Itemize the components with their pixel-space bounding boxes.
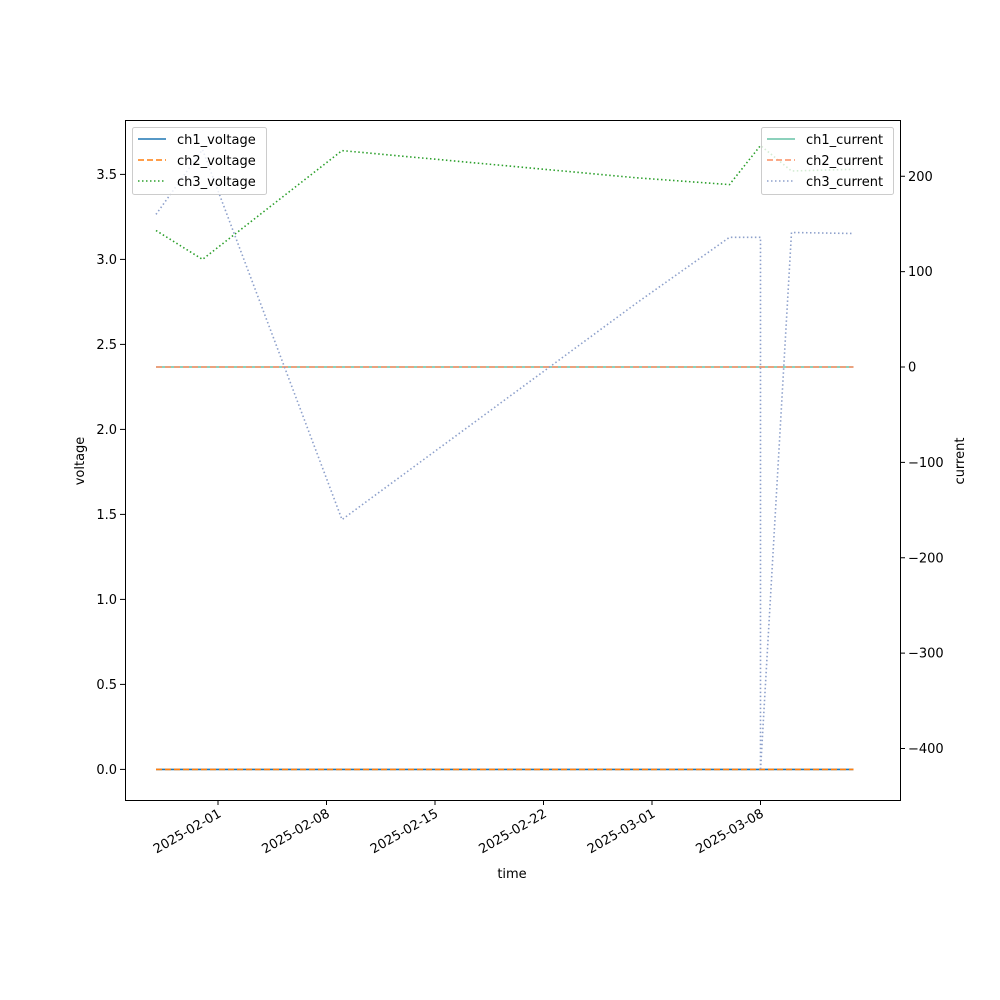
right-y-tick-label: −100 [908, 456, 944, 471]
right-y-axis: −400 −300 −200 −100 0 100 200 [900, 170, 944, 757]
left-y-tick-label: 0.5 [96, 678, 117, 693]
left-y-tick-label: 2.0 [96, 423, 117, 438]
x-tick-label: 2025-02-15 [368, 806, 441, 857]
left-y-tick-label: 1.0 [96, 593, 117, 608]
legend-label-ch2-voltage: ch2_voltage [177, 154, 256, 169]
x-axis-label: time [497, 867, 526, 882]
legend-voltage: ch1_voltage ch2_voltage ch3_voltage [132, 127, 267, 195]
right-y-tick-label: 200 [908, 170, 933, 185]
left-y-tick-label: 1.5 [96, 508, 117, 523]
right-y-tick-label: −300 [908, 647, 944, 662]
legend-label-ch3-current: ch3_current [806, 175, 883, 190]
plot-frame [125, 120, 901, 801]
x-tick-label: 2025-02-22 [477, 806, 550, 857]
left-y-axis-label: voltage [73, 437, 88, 486]
right-y-tick-label: 100 [908, 265, 933, 280]
series-line-ch3-current [155, 148, 854, 772]
x-axis: 2025-02-01 2025-02-08 2025-02-15 2025-02-22… [151, 800, 767, 857]
legend-current: ch1_current ch2_current ch3_current [761, 127, 894, 195]
legend-label-ch3-voltage: ch3_voltage [177, 175, 256, 190]
left-y-axis: 0.0 0.5 1.0 1.5 2.0 2.5 3.0 3.5 [96, 168, 125, 778]
x-tick-label: 2025-03-08 [694, 806, 767, 857]
left-y-tick-label: 3.5 [96, 168, 117, 183]
series-layer [155, 144, 854, 772]
right-y-tick-label: −200 [908, 551, 944, 566]
left-y-tick-label: 2.5 [96, 338, 117, 353]
right-y-tick-label: 0 [908, 361, 916, 376]
left-y-tick-label: 3.0 [96, 253, 117, 268]
x-tick-label: 2025-02-01 [151, 806, 224, 857]
x-tick-label: 2025-02-08 [260, 806, 333, 857]
x-tick-label: 2025-03-01 [585, 806, 658, 857]
right-y-tick-label: −400 [908, 742, 944, 757]
legend-label-ch1-voltage: ch1_voltage [177, 133, 256, 148]
legend-label-ch1-current: ch1_current [806, 133, 883, 148]
right-y-axis-label: current [953, 438, 968, 485]
left-y-tick-label: 0.0 [96, 763, 117, 778]
legend-label-ch2-current: ch2_current [806, 154, 883, 169]
